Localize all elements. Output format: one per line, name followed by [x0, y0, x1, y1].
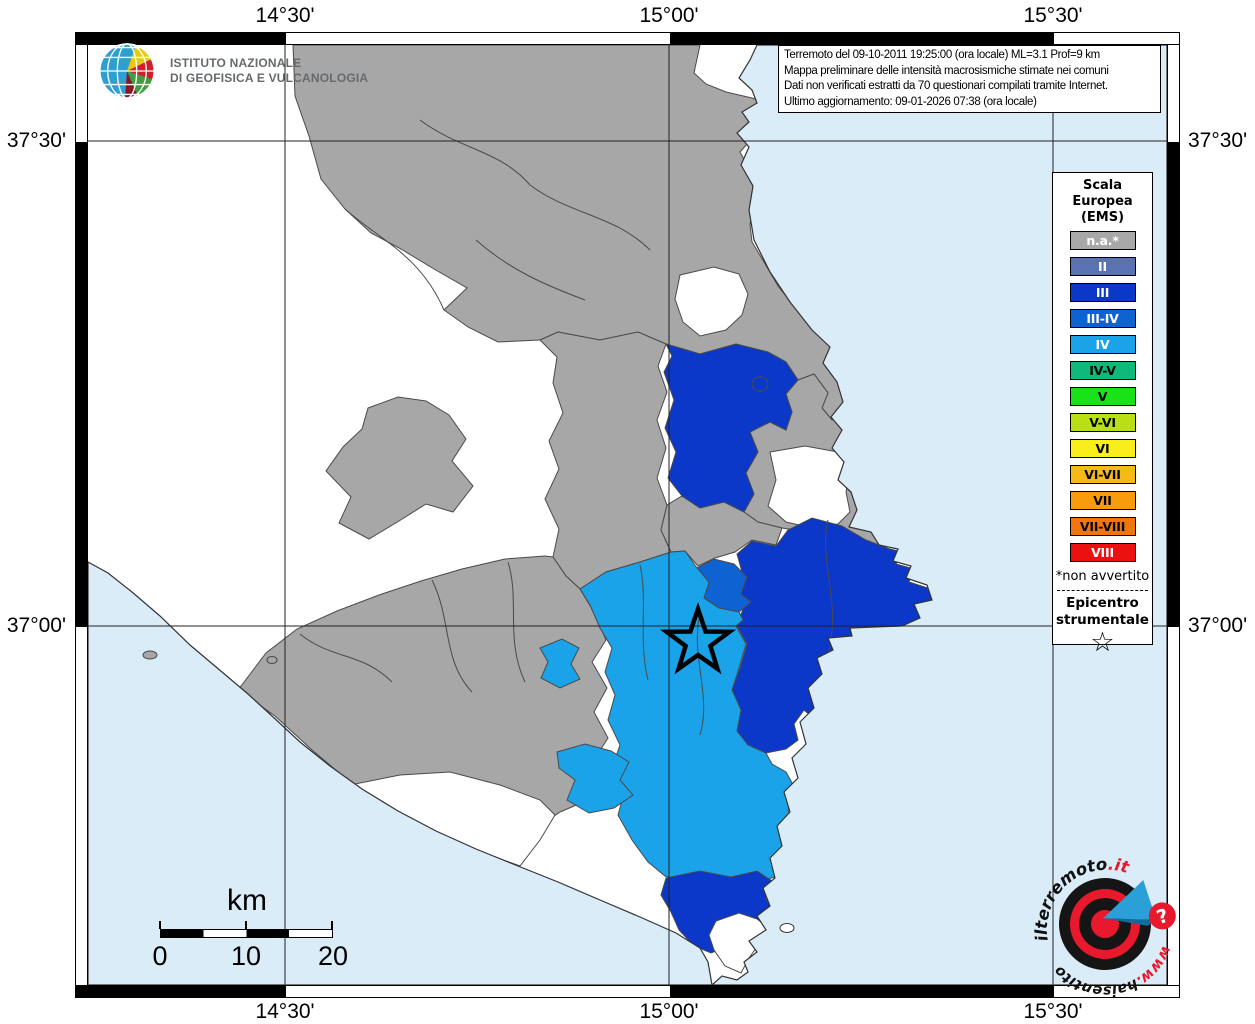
legend-swatch-III-IV: III-IV — [1069, 309, 1136, 328]
epicenter-star-icon: ☆ — [1090, 627, 1115, 658]
grid-label-right-2: 37°00' — [1188, 614, 1248, 637]
legend-swatch-V-VI: V-VI — [1069, 413, 1136, 432]
legend-swatches: n.a.* II III III-IV IV IV-V V V-VI VI VI-VII VII VI… — [1053, 231, 1152, 562]
grid-label-top-1: 14°30' — [255, 4, 315, 27]
question-badge — [1148, 902, 1176, 930]
legend-footnote: *non avvertito — [1055, 569, 1150, 584]
islets — [142, 650, 795, 933]
earthquake-info-box: Terremoto del 09-10-2011 19:25:00 (ora l… — [778, 45, 1161, 113]
map-frame-top — [75, 32, 1180, 45]
grid-label-bottom-2: 15°00' — [639, 1000, 699, 1023]
grid-label-left-1: 37°30' — [6, 129, 66, 152]
scale-number-0: 0 — [152, 941, 168, 971]
info-line-map: Mappa preliminare delle intensità macros… — [784, 64, 1109, 77]
ingv-logo: ISTITUTO NAZIONALE DI GEOFISICA E VULCAN… — [98, 42, 368, 100]
ingv-globe-icon — [99, 43, 155, 99]
legend-divider — [1057, 590, 1148, 591]
legend-swatch-VI: VI — [1069, 439, 1136, 458]
grid-label-top-3: 15°30' — [1023, 4, 1083, 27]
grid-label-bottom-3: 15°30' — [1023, 1000, 1083, 1023]
scale-number-10: 10 — [230, 941, 262, 971]
grid-label-bottom-1: 14°30' — [255, 1000, 315, 1023]
epicenter-star — [659, 601, 737, 675]
grid-label-top-2: 15°00' — [639, 4, 699, 27]
legend-swatch-IV: IV — [1069, 335, 1136, 354]
map-frame-bottom — [75, 985, 1180, 998]
grid-label-left-2: 37°00' — [6, 614, 66, 637]
info-line-data: Dati non verificati estratti da 70 quest… — [784, 80, 1108, 92]
legend-swatch-VI-VII: VI-VII — [1069, 465, 1136, 484]
municipality-borders — [299, 119, 833, 736]
grid-label-right-1: 37°30' — [1188, 129, 1248, 152]
ingv-name-line2: DI GEOFISICA E VULCANOLOGIA — [170, 71, 369, 85]
map — [88, 45, 1167, 985]
scale-tick-20 — [331, 921, 333, 929]
legend-swatch-V: V — [1069, 387, 1136, 406]
scale-bar — [160, 929, 333, 938]
legend-swatch-VII-VIII: VII-VIII — [1069, 517, 1136, 536]
scale-tick-0 — [159, 921, 161, 929]
legend-swatch-IV-V: IV-V — [1069, 361, 1136, 380]
legend-swatch-n.a.*: n.a.* — [1069, 231, 1136, 250]
seismogram-cone — [1103, 880, 1157, 920]
info-line-update: Ultimo aggiornamento: 09-01-2026 07:38 (… — [784, 95, 1037, 108]
ingv-name-line1: ISTITUTO NAZIONALE — [170, 56, 302, 70]
scale-unit-label: km — [227, 884, 267, 917]
legend-epicenter-label: Epicentro strumentale — [1056, 595, 1149, 628]
sea-southwest — [88, 561, 713, 985]
legend-swatch-II: II — [1069, 257, 1136, 276]
intensity-legend: Scala Europea (EMS) n.a.* II III III-IV IV IV… — [1052, 172, 1153, 657]
scale-tick-10 — [245, 921, 247, 929]
legend-title: Scala Europea (EMS) — [1072, 178, 1133, 225]
scale-number-20: 20 — [317, 941, 349, 971]
legend-swatch-VII: VII — [1069, 491, 1136, 510]
info-line-event: Terremoto del 09-10-2011 19:25:00 (ora l… — [784, 49, 1100, 61]
legend-swatch-VIII: VIII — [1069, 543, 1136, 562]
haisentitoilterremoto-logo: ? ilterremoto.it www.haisentito — [1023, 848, 1183, 1006]
legend-swatch-III: III — [1069, 283, 1136, 302]
map-frame-left — [75, 32, 88, 998]
